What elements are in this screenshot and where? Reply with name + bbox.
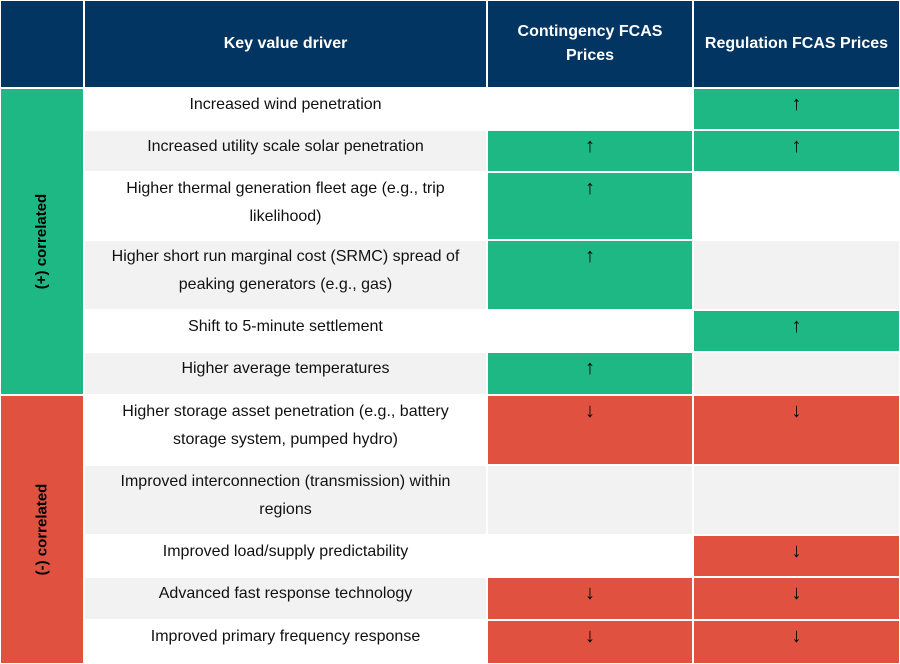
group-label: (-) correlated — [33, 483, 51, 576]
driver-cell: Improved interconnection (transmission) … — [84, 465, 487, 535]
driver-cell: Improved load/supply predictability — [84, 535, 487, 577]
driver-cell: Higher short run marginal cost (SRMC) sp… — [84, 240, 487, 310]
contingency-cell: ↑ — [487, 172, 693, 240]
arrow-up-icon: ↑ — [585, 177, 595, 199]
contingency-cell — [487, 535, 693, 577]
regulation-cell — [693, 240, 900, 310]
header-key-value-driver: Key value driver — [84, 0, 487, 88]
contingency-cell: ↓ — [487, 577, 693, 620]
header-group-cell — [0, 0, 84, 88]
arrow-down-icon: ↓ — [791, 540, 802, 562]
regulation-cell: ↑ — [693, 310, 900, 352]
contingency-cell — [487, 310, 693, 352]
arrow-down-icon: ↓ — [791, 400, 802, 422]
contingency-cell: ↑ — [487, 352, 693, 395]
driver-cell: Higher storage asset penetration (e.g., … — [84, 395, 487, 465]
driver-cell: Improved primary frequency response — [84, 620, 487, 664]
arrow-down-icon: ↓ — [585, 625, 595, 647]
regulation-cell — [693, 465, 900, 535]
arrow-up-icon: ↑ — [585, 245, 595, 267]
contingency-cell: ↑ — [487, 240, 693, 310]
arrow-up-icon: ↑ — [585, 135, 595, 157]
regulation-cell — [693, 172, 900, 240]
contingency-cell — [487, 465, 693, 535]
regulation-cell: ↓ — [693, 577, 900, 620]
group-positive-correlated: (+) correlated — [0, 88, 84, 395]
regulation-cell — [693, 352, 900, 395]
arrow-up-icon: ↑ — [791, 135, 802, 157]
driver-cell: Increased utility scale solar penetratio… — [84, 130, 487, 172]
contingency-cell: ↑ — [487, 130, 693, 172]
driver-cell: Advanced fast response technology — [84, 577, 487, 620]
group-negative-correlated: (-) correlated — [0, 395, 84, 664]
regulation-cell: ↓ — [693, 620, 900, 664]
arrow-down-icon: ↓ — [585, 400, 595, 422]
contingency-cell: ↓ — [487, 395, 693, 465]
regulation-cell: ↓ — [693, 535, 900, 577]
regulation-cell: ↑ — [693, 130, 900, 172]
arrow-down-icon: ↓ — [791, 582, 802, 604]
regulation-cell: ↑ — [693, 88, 900, 130]
arrow-up-icon: ↑ — [791, 93, 802, 115]
driver-cell: Increased wind penetration — [84, 88, 487, 130]
group-label: (+) correlated — [33, 193, 51, 290]
header-regulation-fcas: Regulation FCAS Prices — [693, 0, 900, 88]
arrow-down-icon: ↓ — [791, 625, 802, 647]
arrow-up-icon: ↑ — [791, 315, 802, 337]
contingency-cell — [487, 88, 693, 130]
driver-cell: Shift to 5-minute settlement — [84, 310, 487, 352]
header-contingency-fcas: Contingency FCAS Prices — [487, 0, 693, 88]
contingency-cell: ↓ — [487, 620, 693, 664]
regulation-cell: ↓ — [693, 395, 900, 465]
driver-cell: Higher thermal generation fleet age (e.g… — [84, 172, 487, 240]
arrow-down-icon: ↓ — [585, 582, 595, 604]
driver-cell: Higher average temperatures — [84, 352, 487, 395]
arrow-up-icon: ↑ — [585, 357, 595, 379]
